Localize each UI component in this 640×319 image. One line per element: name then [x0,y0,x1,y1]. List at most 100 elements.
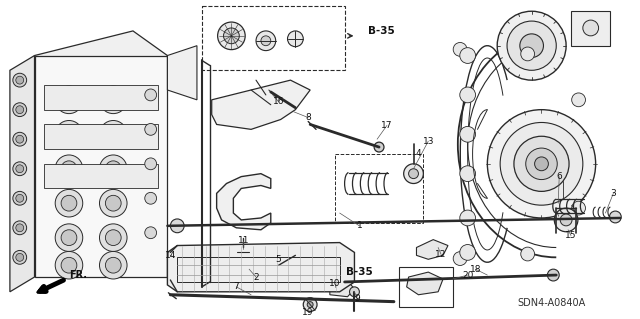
Polygon shape [35,31,168,70]
Text: 13: 13 [422,137,434,146]
Bar [44,164,157,189]
Circle shape [99,251,127,279]
Text: 3: 3 [611,189,616,198]
Circle shape [268,89,278,99]
Circle shape [16,135,24,143]
Circle shape [521,47,534,61]
Circle shape [61,126,77,142]
Polygon shape [168,46,197,100]
Circle shape [261,36,271,46]
Text: 5: 5 [276,255,282,264]
Circle shape [16,165,24,173]
Circle shape [497,11,566,80]
Circle shape [237,247,249,258]
Circle shape [521,247,534,261]
Circle shape [55,121,83,148]
Circle shape [145,158,157,170]
Circle shape [525,148,557,180]
Circle shape [609,211,621,223]
Circle shape [223,28,239,44]
Circle shape [460,245,476,260]
Circle shape [145,89,157,101]
Circle shape [500,122,583,205]
FancyArrowPatch shape [40,280,63,291]
Circle shape [16,76,24,84]
Circle shape [349,287,360,297]
Bar [177,257,340,282]
Circle shape [13,162,27,176]
Circle shape [13,73,27,87]
Circle shape [13,191,27,205]
Text: 18: 18 [470,265,481,274]
Circle shape [61,195,77,211]
Circle shape [583,20,598,36]
Circle shape [554,208,578,232]
Text: 7: 7 [234,282,239,291]
Circle shape [61,257,77,273]
Circle shape [460,87,476,103]
Circle shape [145,227,157,239]
Text: 19: 19 [303,308,314,317]
Circle shape [374,142,384,152]
Bar [335,154,424,223]
Circle shape [106,230,121,246]
Circle shape [55,251,83,279]
Circle shape [55,155,83,182]
Circle shape [460,210,476,226]
Polygon shape [330,281,355,297]
Text: 17: 17 [381,121,393,130]
Text: 8: 8 [305,113,311,122]
Circle shape [99,224,127,251]
Text: FR.: FR. [69,270,87,280]
Circle shape [453,42,467,56]
Circle shape [106,257,121,273]
Circle shape [106,161,121,177]
Bar [44,85,157,110]
Circle shape [106,195,121,211]
Text: 2: 2 [253,272,259,282]
Circle shape [404,164,424,183]
Bar [571,11,611,46]
Circle shape [307,302,313,308]
Circle shape [55,189,83,217]
Text: 15: 15 [565,231,577,240]
Circle shape [16,224,24,232]
Circle shape [408,169,419,179]
Circle shape [287,31,303,47]
Circle shape [99,189,127,217]
Text: 4: 4 [415,150,421,159]
Circle shape [106,126,121,142]
Circle shape [13,132,27,146]
Text: B-35: B-35 [367,26,394,36]
Text: 10: 10 [329,279,340,288]
Circle shape [534,157,548,171]
Polygon shape [35,56,168,277]
Circle shape [99,86,127,114]
Text: 1: 1 [356,221,362,230]
Circle shape [61,161,77,177]
Circle shape [16,106,24,114]
Polygon shape [406,272,443,295]
Circle shape [13,103,27,116]
Circle shape [55,224,83,251]
Circle shape [547,269,559,281]
Polygon shape [10,56,35,292]
Text: 12: 12 [435,250,447,259]
Circle shape [453,252,467,265]
Polygon shape [417,240,448,259]
Circle shape [560,214,572,226]
Circle shape [170,219,184,233]
Circle shape [507,21,556,70]
Circle shape [514,136,569,191]
Text: 9: 9 [355,294,360,303]
Circle shape [275,263,283,271]
Text: 6: 6 [556,172,562,181]
Bar [44,124,157,149]
Circle shape [99,121,127,148]
Circle shape [16,194,24,202]
Text: SDN4-A0840A: SDN4-A0840A [517,298,586,308]
Circle shape [55,86,83,114]
Bar [202,6,344,70]
Polygon shape [216,174,271,230]
Polygon shape [168,242,355,292]
